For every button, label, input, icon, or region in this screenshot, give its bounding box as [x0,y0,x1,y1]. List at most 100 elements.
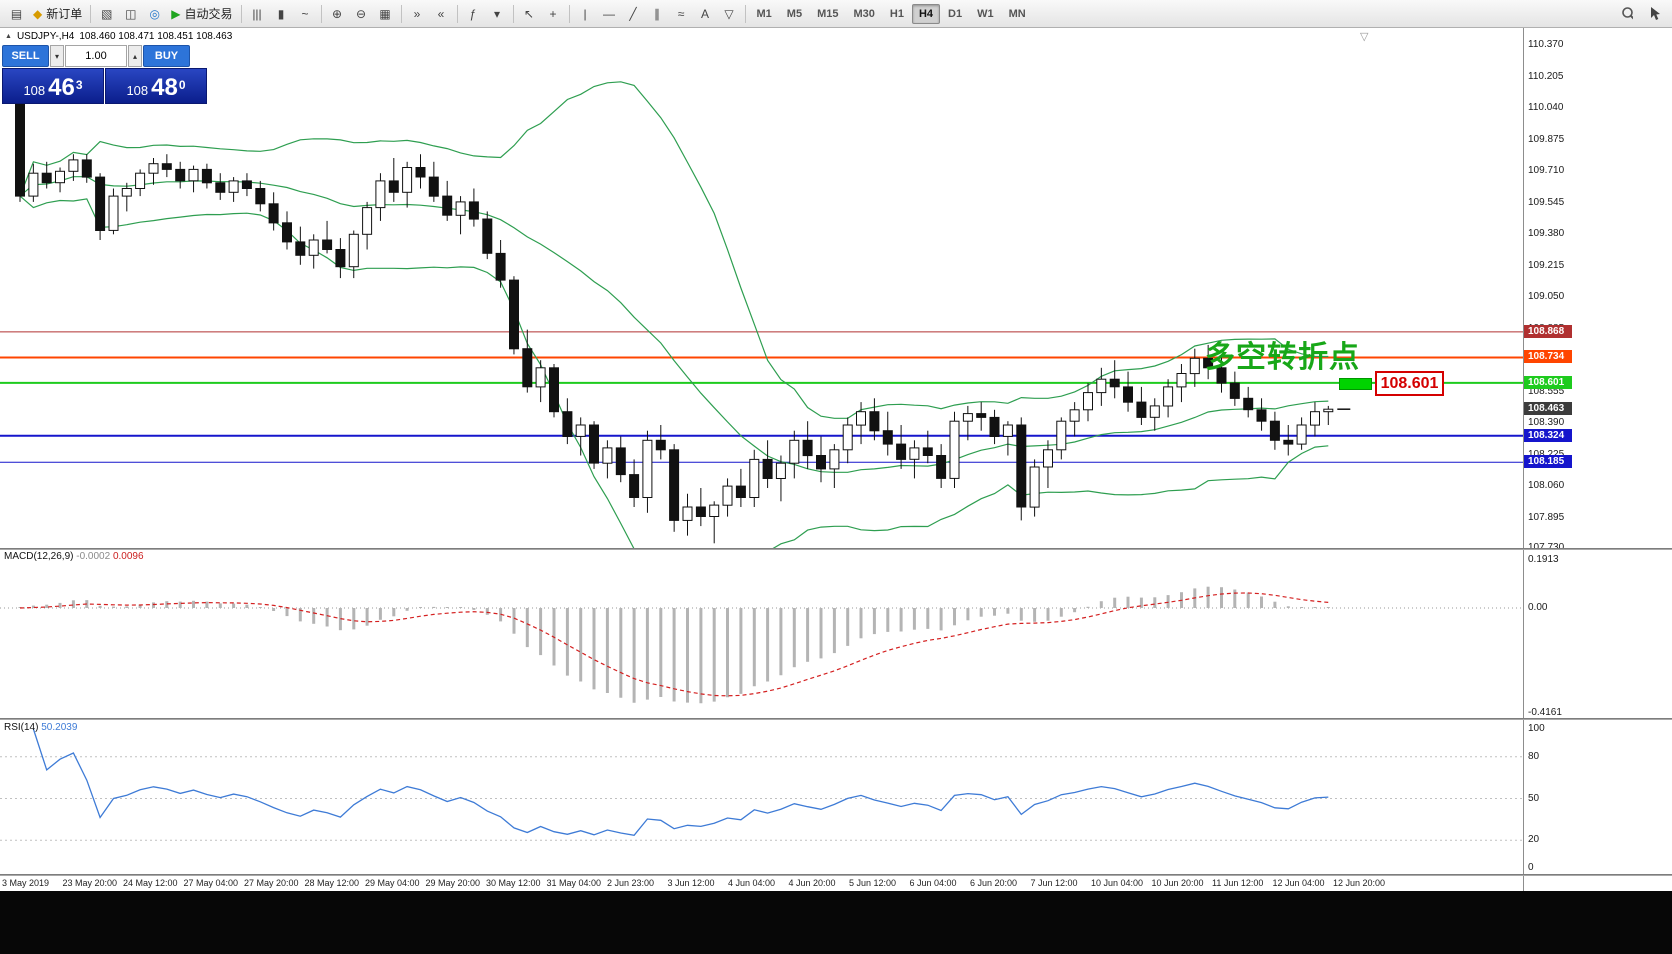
equidistant-channel-button[interactable]: ∥ [646,3,669,25]
sell-button[interactable]: SELL [2,45,49,67]
chart-shift-button[interactable]: « [430,3,453,25]
volume-input[interactable] [65,45,127,67]
timeframe-d1-button[interactable]: D1 [941,4,969,24]
price-tick-label: 107.895 [1528,511,1565,523]
price-tick-label: 108.555 [1528,385,1565,397]
autotrading-button[interactable]: ▶ 自动交易 [167,3,236,25]
price-tick-label: 109.215 [1528,259,1565,271]
timeframe-m15-button[interactable]: M15 [810,4,845,24]
trade-price-row: 108 46 3 108 48 0 [2,68,207,104]
rsi-scale-label: 0 [1528,862,1534,873]
time-axis-label: 24 May 12:00 [123,878,178,888]
fibonacci-retracement-button[interactable]: ≈ [670,3,693,25]
time-axis-label: 3 Jun 12:00 [667,878,715,888]
price-tick-label: 109.710 [1528,165,1565,177]
time-axis-label: 10 Jun 20:00 [1151,878,1204,888]
green-price-marker[interactable] [1339,378,1372,390]
panel-splitter-macd[interactable] [0,548,1672,550]
horizontal-line-icon: — [603,6,615,21]
macd-scale-label: -0.4161 [1528,707,1562,719]
time-axis-label: 31 May 04:00 [546,878,602,888]
macd-scale-label: 0.00 [1528,602,1548,613]
price-tick-label: 110.370 [1528,39,1564,51]
time-axis-label: 7 Jun 12:00 [1030,878,1078,888]
toolbar-separator [240,4,242,23]
new-chart-button[interactable]: ▤ [5,3,28,25]
profiles-button[interactable]: ▧ [95,3,118,25]
quick-help-button[interactable] [1641,3,1667,25]
volume-down-button[interactable]: ▾ [50,45,64,67]
timeframe-m5-button[interactable]: M5 [780,4,809,24]
trendline-icon: ╱ [629,6,637,21]
tile-windows-button[interactable]: ▦ [374,3,397,25]
macd-panel[interactable] [0,550,1523,718]
toolbar-separator [744,4,746,23]
price-tick-label: 108.225 [1528,448,1565,460]
timeframe-mn-button[interactable]: MN [1002,4,1033,24]
price-tick-label: 110.040 [1528,102,1564,114]
search-button[interactable] [1614,3,1640,25]
arrows-tool-button[interactable]: ▽ [718,3,741,25]
periods-dropdown-button[interactable]: ▾ [486,3,509,25]
bar-chart-button[interactable]: ||| [246,3,269,25]
collapse-panel-icon[interactable]: ▲ [5,33,12,40]
new-chart-icon: ▤ [10,6,23,21]
price-tick-label: 109.545 [1528,196,1565,208]
cursor-button[interactable]: ↖ [518,3,541,25]
zoom-in-button[interactable]: ⊕ [326,3,349,25]
bottom-strip [0,891,1672,954]
sell-price-button[interactable]: 108 46 3 [2,68,104,104]
crosshair-button[interactable]: + [542,3,565,25]
rsi-panel[interactable] [0,720,1523,874]
data-window-button[interactable]: ◫ [119,3,142,25]
time-axis-label: 28 May 12:00 [304,878,360,888]
macd-hist-value: -0.0002 [76,551,111,562]
rsi-line [32,728,1329,837]
volume-up-button[interactable]: ▴ [128,45,142,67]
auto-scroll-button[interactable]: » [406,3,429,25]
buy-price-big: 48 [151,74,178,101]
line-chart-button[interactable]: ~ [294,3,317,25]
candlestick-chart-button[interactable]: ▮ [270,3,293,25]
autotrading-label: 自动交易 [184,7,233,21]
time-axis-label: 29 May 20:00 [425,878,481,888]
timeframe-h4-button[interactable]: H4 [911,3,940,24]
turning-point-annotation[interactable]: 多空转折点 [1205,341,1360,374]
panel-splitter-timeline[interactable] [0,874,1672,876]
ohlc-values: 108.460 108.471 108.451 108.463 [79,31,233,42]
macd-signal-value: 0.0096 [112,551,144,562]
price-tag-108601[interactable]: 108.601 [1375,371,1444,396]
main-chart-area[interactable] [0,28,1523,548]
text-label-icon: A [700,6,709,21]
price-level-badge: 108.601 [1524,375,1572,389]
candlestick-chart-icon: ▮ [277,6,285,21]
horizontal-line-button[interactable]: — [598,3,621,25]
indicators-button[interactable]: ƒ [462,3,485,25]
chart-shift-marker[interactable]: ▽ [1360,31,1369,43]
toolbar-separator [456,4,458,23]
toolbar-button-group: ▤ ◆ 新订单 ▧ ◫ ◎ ▶ 自动交易 ||| ▮ ~ ⊕ ⊖ ▦ » « ƒ ▾ ↖ + | — ╱ ∥ ≈ A ▽ [5,3,749,25]
one-click-trading-panel: SELL ▾ ▴ BUY 108 46 3 108 48 0 [2,45,207,104]
macd-header: MACD(12,26,9) -0.0002 0.0096 [4,551,144,562]
vertical-line-button[interactable]: | [574,3,597,25]
navigator-button[interactable]: ◎ [143,3,166,25]
timeframe-m30-button[interactable]: M30 [846,4,881,24]
timeframe-m1-button[interactable]: M1 [750,4,779,24]
toolbar-separator [512,4,514,23]
trendline-button[interactable]: ╱ [622,3,645,25]
periods-dropdown-icon: ▾ [493,6,501,21]
timeframe-h1-button[interactable]: H1 [883,4,911,24]
text-label-button[interactable]: A [694,3,717,25]
time-axis-label: 4 Jun 04:00 [728,878,776,888]
time-axis-label: 3 May 2019 [2,878,50,888]
toolbar-separator [568,4,570,23]
zoom-out-button[interactable]: ⊖ [350,3,373,25]
buy-price-button[interactable]: 108 48 0 [105,68,207,104]
panel-splitter-rsi[interactable] [0,718,1672,720]
time-axis-label: 6 Jun 20:00 [970,878,1018,888]
price-level-badge: 108.185 [1524,455,1572,469]
timeframe-w1-button[interactable]: W1 [970,4,1001,24]
rsi-scale-label: 100 [1528,723,1545,734]
new-order-button[interactable]: ◆ 新订单 [29,3,86,25]
buy-button[interactable]: BUY [143,45,190,67]
